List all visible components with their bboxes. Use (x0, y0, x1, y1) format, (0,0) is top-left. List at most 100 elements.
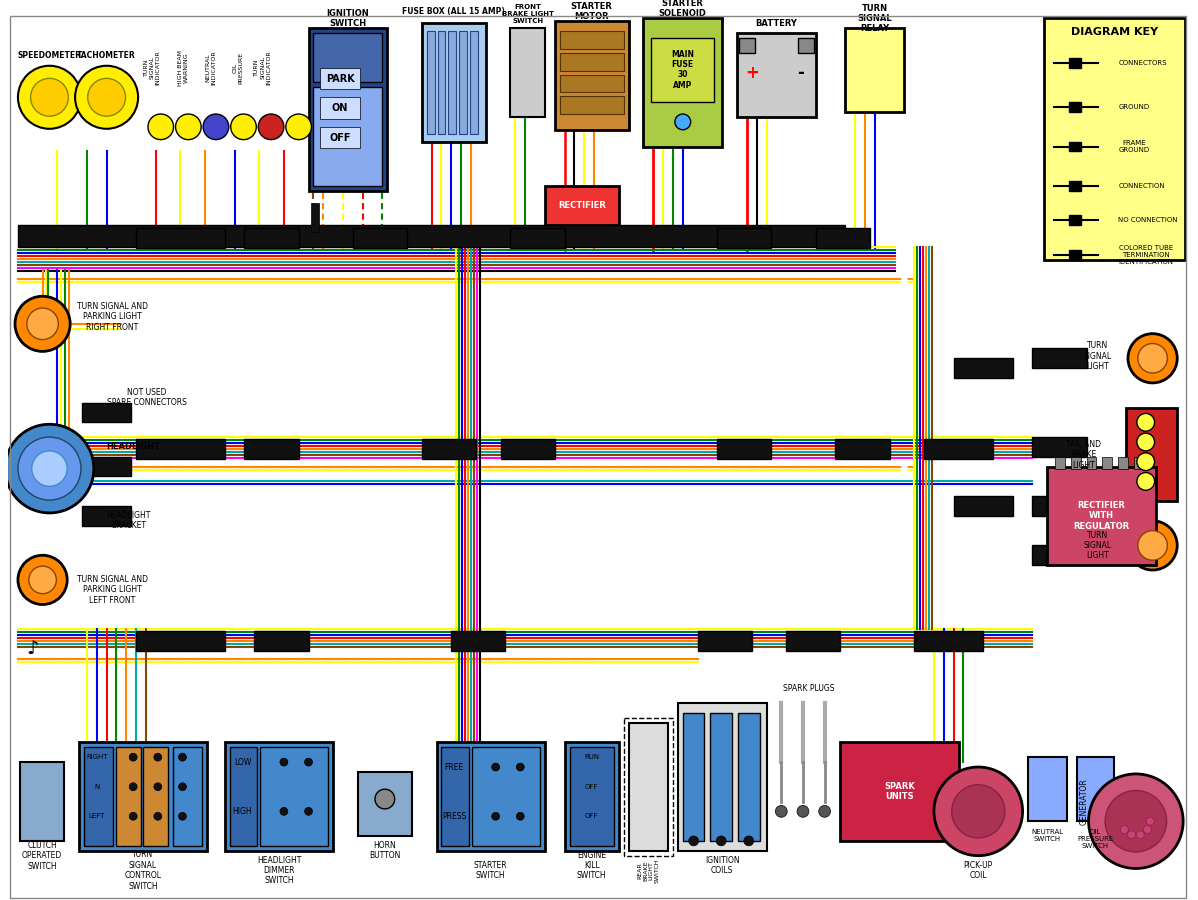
Bar (1069, 58, 1081, 68)
Text: SPEEDOMETER: SPEEDOMETER (18, 51, 81, 60)
Text: HIGH: HIGH (232, 807, 253, 816)
Circle shape (1089, 774, 1184, 868)
Circle shape (1105, 790, 1167, 852)
Text: N: N (95, 784, 99, 789)
Bar (629, 723, 668, 850)
Bar (18, 225, 846, 247)
Circle shape (179, 753, 187, 761)
Circle shape (1129, 521, 1178, 570)
Bar (116, 747, 141, 846)
Circle shape (744, 836, 754, 846)
Circle shape (491, 813, 500, 820)
Bar (739, 38, 755, 53)
Circle shape (259, 114, 284, 140)
Text: NEUTRAL
SWITCH: NEUTRAL SWITCH (1031, 830, 1064, 842)
Circle shape (179, 783, 187, 791)
Circle shape (176, 114, 201, 140)
Bar (442, 747, 470, 846)
Circle shape (716, 836, 726, 846)
Text: OFF: OFF (585, 784, 598, 789)
Bar (914, 631, 984, 651)
Text: MAIN
FUSE
30
AMP: MAIN FUSE 30 AMP (671, 50, 695, 90)
Bar (555, 22, 629, 130)
Bar (738, 713, 760, 841)
Text: ♪: ♪ (26, 639, 40, 658)
Bar (230, 747, 258, 846)
Bar (244, 229, 298, 248)
Text: TURN SIGNAL AND
PARKING LIGHT
LEFT FRONT: TURN SIGNAL AND PARKING LIGHT LEFT FRONT (77, 575, 149, 605)
Bar (1069, 141, 1081, 151)
Bar (1126, 408, 1178, 501)
Circle shape (818, 806, 830, 817)
Circle shape (75, 66, 138, 129)
Circle shape (87, 78, 126, 116)
Bar (846, 28, 904, 112)
Bar (437, 32, 446, 134)
Bar (422, 23, 486, 141)
Bar (1033, 437, 1087, 457)
Text: TURN
SIGNAL
CONTROL
SWITCH: TURN SIGNAL CONTROL SWITCH (125, 850, 162, 891)
Text: FRAME
GROUND: FRAME GROUND (1118, 140, 1149, 153)
Text: DIAGRAM KEY: DIAGRAM KEY (1071, 27, 1158, 37)
Text: OFF: OFF (585, 814, 598, 819)
Bar (436, 742, 545, 850)
Bar (448, 32, 456, 134)
Text: STARTER
SOLENOID: STARTER SOLENOID (659, 0, 707, 18)
Text: OFF: OFF (329, 132, 351, 143)
Bar (459, 32, 467, 134)
Bar (314, 87, 382, 186)
Bar (710, 713, 732, 841)
Text: TURN
SIGNAL
RELAY: TURN SIGNAL RELAY (858, 4, 893, 33)
Bar (510, 229, 564, 248)
Circle shape (934, 767, 1023, 856)
Text: TURN
SIGNAL
LIGHT: TURN SIGNAL LIGHT (1083, 530, 1112, 561)
Text: LEFT: LEFT (89, 814, 105, 819)
Bar (320, 127, 359, 148)
Bar (1033, 348, 1087, 368)
Bar (559, 75, 624, 93)
Bar (1033, 545, 1087, 565)
Text: HEADLIGHT
DIMMER
SWITCH: HEADLIGHT DIMMER SWITCH (256, 856, 301, 886)
Bar (470, 32, 478, 134)
Bar (81, 457, 132, 476)
Circle shape (1143, 825, 1151, 833)
Circle shape (18, 437, 81, 500)
Bar (1071, 457, 1081, 469)
Bar (358, 772, 412, 836)
Bar (678, 703, 767, 850)
Bar (683, 713, 704, 841)
Bar (137, 229, 225, 248)
Bar (786, 631, 840, 651)
Circle shape (304, 758, 313, 766)
Bar (564, 742, 618, 850)
Circle shape (204, 114, 229, 140)
Text: OIL
PRESSURE
SWITCH: OIL PRESSURE SWITCH (1077, 829, 1114, 849)
Bar (652, 38, 714, 103)
Circle shape (18, 66, 81, 129)
Circle shape (129, 813, 137, 820)
Circle shape (1137, 413, 1155, 431)
Text: OIL
PRESSURE: OIL PRESSURE (232, 51, 243, 84)
Bar (1069, 250, 1081, 260)
Circle shape (689, 836, 698, 846)
Bar (353, 229, 407, 248)
Circle shape (1137, 831, 1144, 839)
Circle shape (280, 807, 288, 815)
Text: GENERATOR: GENERATOR (1079, 778, 1088, 825)
Circle shape (491, 763, 500, 771)
Circle shape (1138, 531, 1167, 560)
Circle shape (516, 763, 525, 771)
Bar (320, 68, 359, 89)
Bar (244, 439, 298, 459)
Circle shape (129, 753, 137, 761)
Bar (137, 631, 225, 651)
Circle shape (5, 424, 93, 513)
Text: PICK-UP
COIL: PICK-UP COIL (963, 860, 993, 880)
Bar (1069, 103, 1081, 112)
Bar (314, 33, 382, 83)
Text: TACHOMETER: TACHOMETER (77, 51, 135, 60)
Bar (225, 742, 333, 850)
Circle shape (797, 806, 809, 817)
Bar (1028, 757, 1067, 821)
Bar (20, 762, 65, 841)
